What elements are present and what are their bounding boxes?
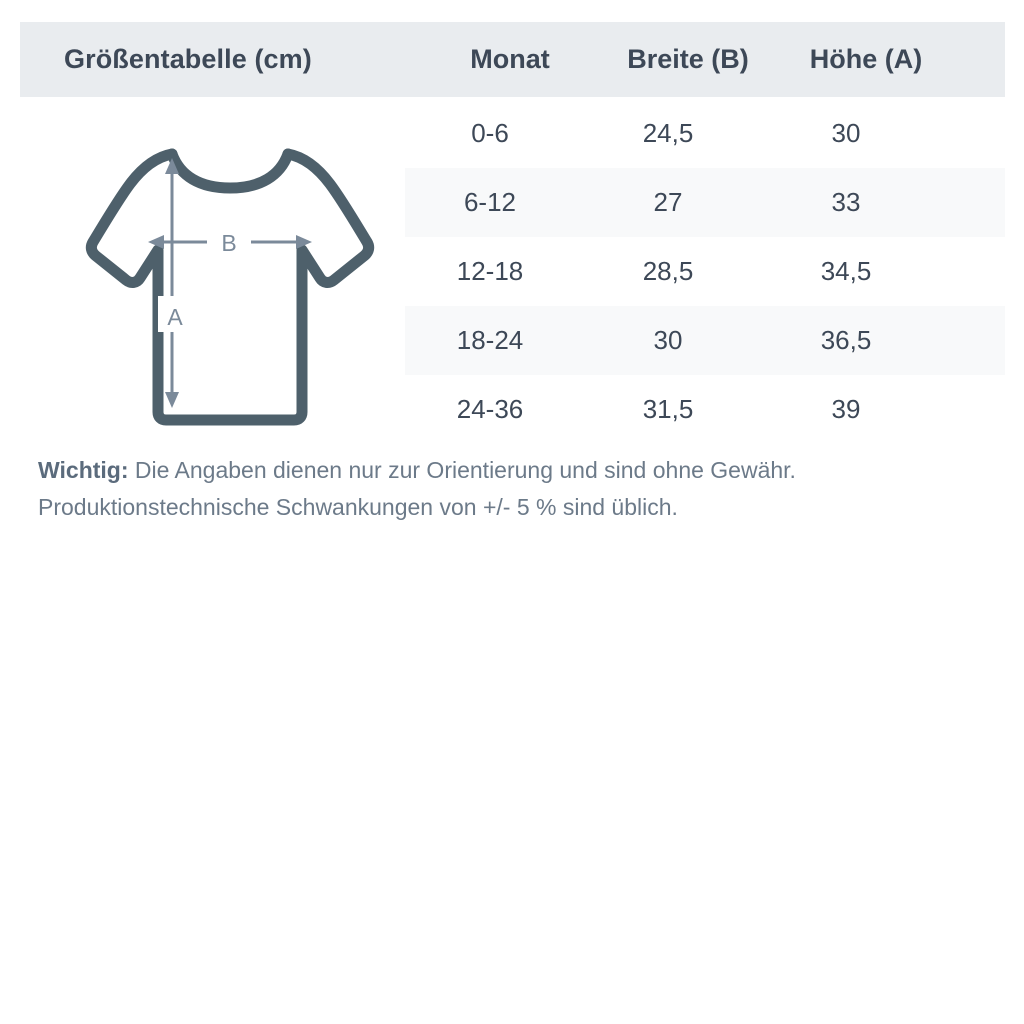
height-label-a: A xyxy=(167,304,183,330)
cell-width: 28,5 xyxy=(642,256,694,286)
cell-month: 0-6 xyxy=(471,118,509,148)
disclaimer-note: Wichtig: Die Angaben dienen nur zur Orie… xyxy=(38,452,988,526)
height-arrow-a xyxy=(165,158,179,408)
cell-height: 34,5 xyxy=(820,256,872,286)
tshirt-diagram: B A xyxy=(60,132,400,432)
cell-width: 31,5 xyxy=(642,394,694,424)
cell-height: 36,5 xyxy=(820,325,872,355)
measurement-arrows xyxy=(148,158,312,408)
tshirt-outline-icon xyxy=(85,148,375,426)
disclaimer-line-1: Die Angaben dienen nur zur Orientierung … xyxy=(128,457,796,483)
row-stripe xyxy=(405,168,1005,237)
table-row: 12-18 28,5 34,5 xyxy=(0,237,1024,306)
row-stripe xyxy=(405,306,1005,375)
width-label-b: B xyxy=(221,230,236,256)
table-row: 18-24 30 36,5 xyxy=(0,306,1024,375)
table-row: 24-36 31,5 39 xyxy=(0,375,1024,444)
table-header-row: Größentabelle (cm) Monat Breite (B) Höhe… xyxy=(20,22,1005,97)
cell-height: 39 xyxy=(831,394,861,424)
page-title: Größentabelle (cm) xyxy=(64,44,312,74)
column-header-width: Breite (B) xyxy=(627,44,749,74)
cell-month: 24-36 xyxy=(456,394,524,424)
cell-month: 12-18 xyxy=(456,256,524,286)
disclaimer-line-2: Produktionstechnische Schwankungen von +… xyxy=(38,494,678,520)
cell-month: 18-24 xyxy=(456,325,524,355)
disclaimer-lead-text: Wichtig: xyxy=(38,457,129,483)
cell-height: 30 xyxy=(831,118,861,148)
cell-width: 27 xyxy=(653,187,683,217)
column-header-month: Monat xyxy=(470,44,550,74)
cell-height: 33 xyxy=(831,187,861,217)
disclaimer-lead: Wichtig: xyxy=(38,457,129,483)
cell-month: 6-12 xyxy=(463,187,517,217)
table-row: 0-6 24,5 30 xyxy=(0,99,1024,168)
table-row: 6-12 27 33 xyxy=(0,168,1024,237)
size-table-body: 0-6 24,5 30 6-12 27 33 12-18 28,5 34,5 1… xyxy=(0,99,1024,444)
column-header-height: Höhe (A) xyxy=(809,44,923,74)
cell-width: 24,5 xyxy=(642,118,694,148)
cell-width: 30 xyxy=(653,325,683,355)
